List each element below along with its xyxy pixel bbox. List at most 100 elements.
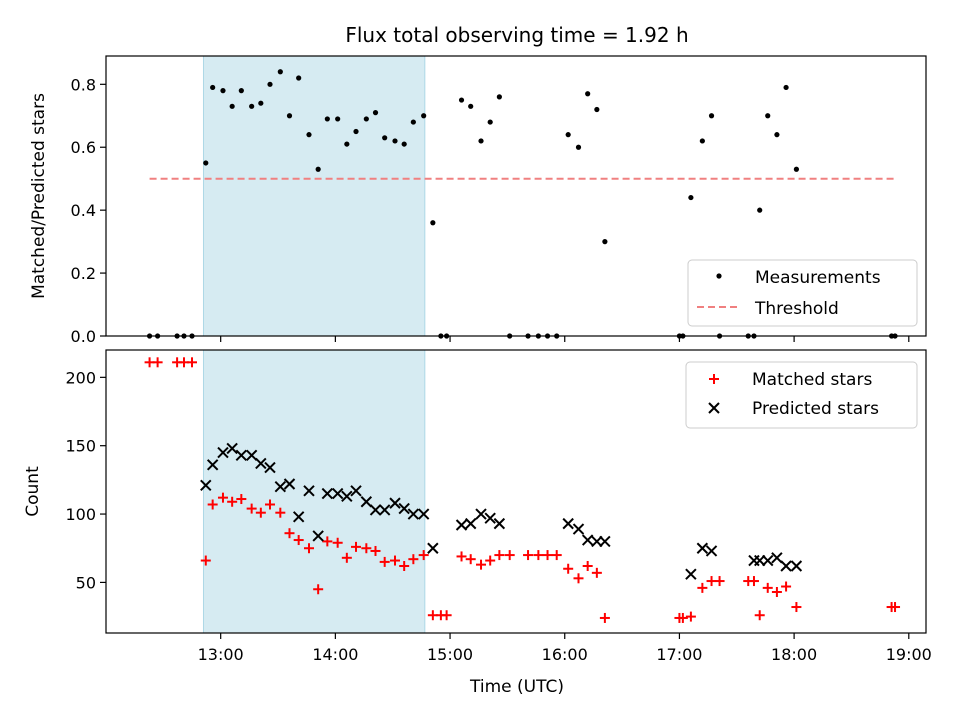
bottom-axes-frame [105,349,927,634]
bottom-legend-box [685,361,918,429]
predicted-star-point [264,461,276,474]
matched-star-point [494,550,505,561]
predicted-star-point [790,560,803,572]
matched-star-point [485,555,496,566]
predicted-star-point [283,478,296,490]
matched-star-point [255,507,266,518]
measurement-point [708,113,715,119]
measurement-point [267,81,273,87]
matched-star-point [217,492,228,503]
matched-star-point [523,550,534,561]
bottom-matched-points [144,357,901,623]
matched-star-point [152,357,163,368]
matched-star-point [370,545,381,556]
predicted-star-point [685,568,697,580]
matched-star-point [284,528,295,539]
measurement-point [401,141,407,147]
matched-star-point [591,567,602,578]
chart-title: Flux total observing time = 1.92 h [345,23,688,47]
bottom-x-tick-label: 18:00 [771,645,817,664]
matched-star-point [187,357,198,368]
top-y-tick-label: 0.0 [71,327,96,346]
measurement-point [565,132,571,138]
predicted-star-point [417,508,430,520]
predicted-star-point [696,542,709,554]
bottom-predicted-points [200,442,803,580]
measurement-point [229,103,235,109]
measurement-point [757,207,763,213]
measurement-point [363,116,369,122]
matched-star-point [599,612,610,623]
matched-star-point [476,559,487,570]
measurement-point [575,144,582,150]
top-shaded-span-layer [202,55,426,337]
predicted-star-point [407,508,420,520]
top-legend-box [687,259,918,327]
bottom-y-tick-label: 50 [76,573,96,592]
matched-star-point [332,537,343,548]
matched-star-point [390,555,401,566]
measurement-point [306,132,312,138]
bottom-x-tick-label: 19:00 [886,645,932,664]
predicted-star-point [200,479,212,492]
matched-star-point [207,499,218,510]
predicted-star-point [780,560,792,572]
bottom-y-tick-label: 100 [65,505,96,524]
top-y-axis-label: Matched/Predicted stars [29,93,49,299]
measurement-point [602,239,608,245]
measurement-point [315,166,321,172]
matched-star-point [762,582,773,593]
predicted-star-point [464,517,477,530]
matched-star-point [399,561,410,572]
top-y-ticks: 0.0 0.2 0.4 0.6 0.8 [71,75,106,346]
measurement-point [496,94,502,100]
predicted-star-point [235,449,248,461]
bottom-shaded-span-layer [202,349,426,634]
predicted-star-point [350,485,362,497]
predicted-star-point [369,504,382,516]
bottom-x-tick-label: 15:00 [427,645,473,664]
measurement-point [478,138,484,144]
matched-star-point [754,610,765,621]
top-y-tick-label: 0.2 [71,264,96,283]
shaded-observing-span [202,349,426,634]
predicted-star-point [475,508,487,520]
predicted-star-point [562,517,574,530]
measurement-point [353,128,359,135]
bottom-panel: 50 100 150 200 13:00 14:00 15:00 16:00 17:00 18:… [23,349,932,697]
predicted-star-point [762,554,774,567]
bottom-x-tick-label: 16:00 [542,645,588,664]
matched-star-point [341,552,352,563]
measurement-point [392,138,398,144]
measurement-point [372,110,379,116]
matched-star-point [791,602,802,613]
measurement-point [335,116,341,122]
matched-star-point [890,602,901,613]
measurement-point [421,113,427,119]
predicted-star-point [455,519,468,531]
matched-star-point [408,554,419,565]
matched-star-point [265,499,275,510]
predicted-star-point [206,459,219,471]
shaded-observing-span [202,55,426,337]
matched-star-point [293,535,304,546]
top-y-tick-label: 0.4 [71,201,96,220]
matched-star-point [379,556,390,567]
predicted-star-point [771,552,783,564]
legend-measurements-label: Measurements [755,268,881,288]
matched-star-point [563,563,574,574]
predicted-star-point [599,535,611,548]
matched-star-point [246,503,257,514]
measurement-point [765,113,771,119]
x-axis-label: Time (UTC) [469,677,564,697]
predicted-star-point [705,545,718,557]
measurement-point [699,138,705,144]
matched-star-point [677,612,688,623]
predicted-star-point [292,511,305,523]
predicted-star-point [303,485,315,497]
matched-star-point [275,507,286,518]
predicted-star-point [245,449,258,461]
matched-star-point [533,550,544,561]
